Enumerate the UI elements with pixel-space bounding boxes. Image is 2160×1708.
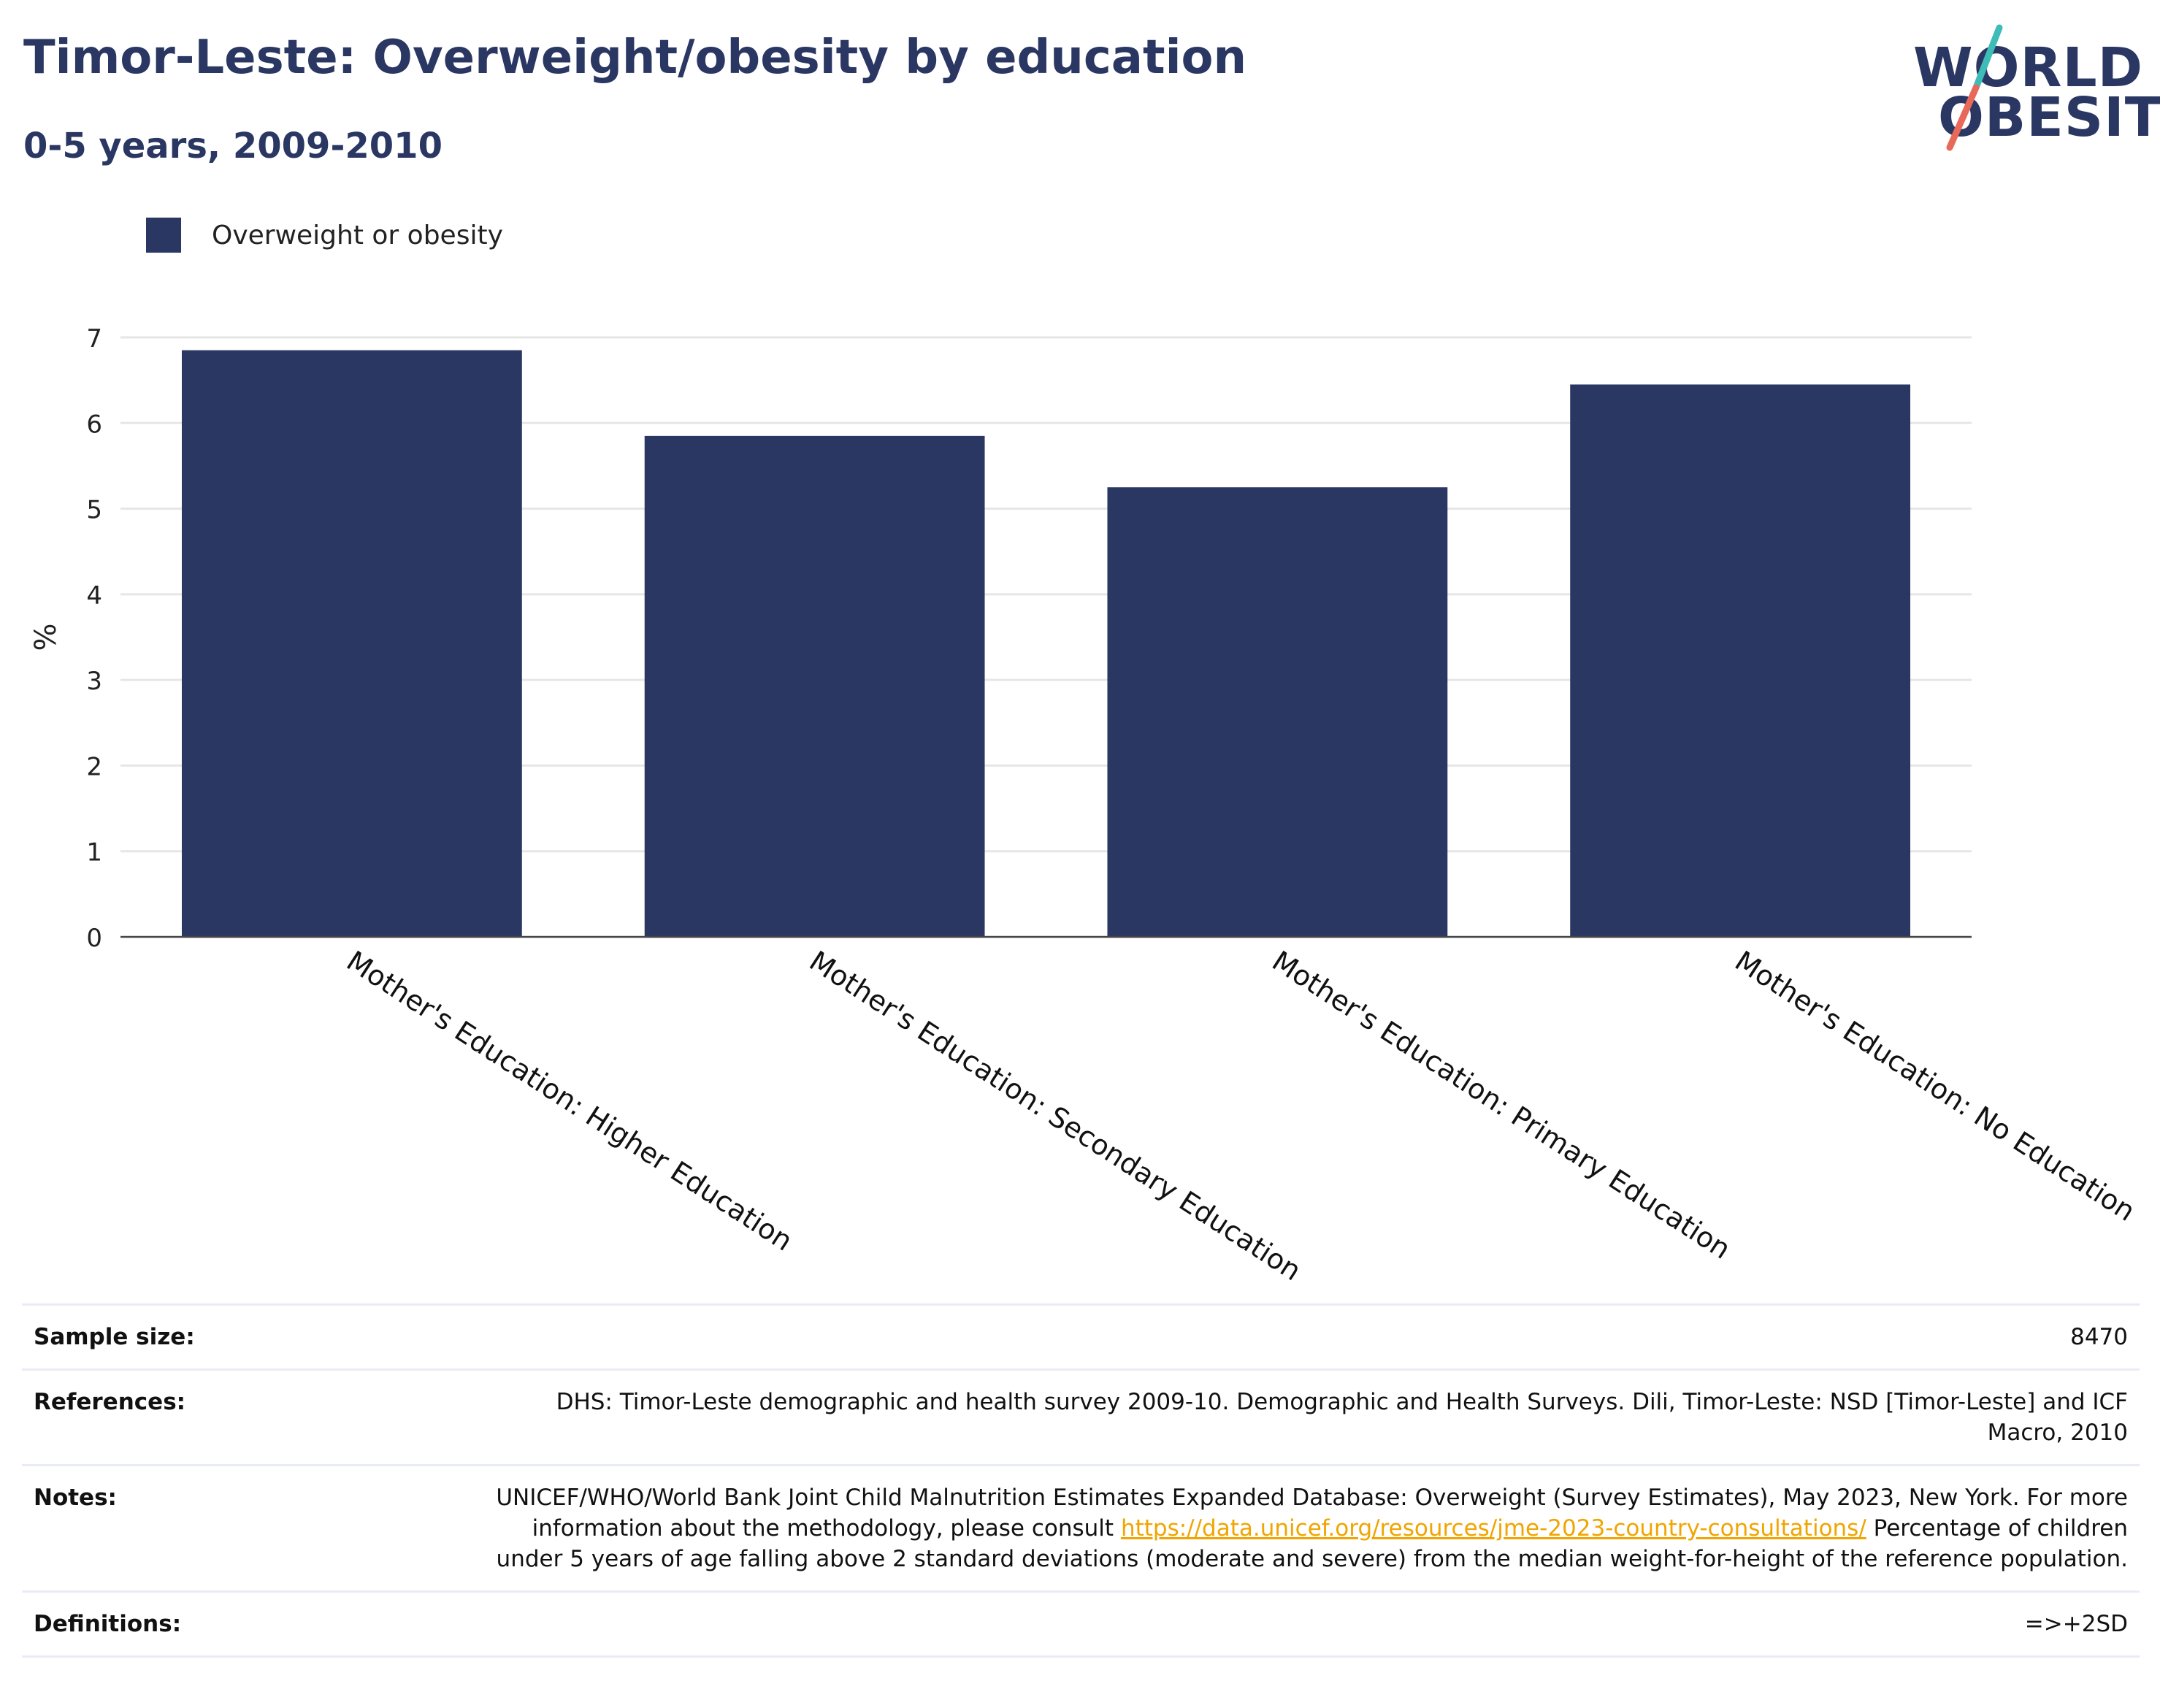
notes-text-after: Percentage of children under 5 years of … xyxy=(496,1515,2128,1572)
notes-value: UNICEF/WHO/World Bank Joint Child Malnut… xyxy=(478,1482,2128,1574)
y-tick-label: 5 xyxy=(86,496,102,525)
chart-subtitle: 0-5 years, 2009-2010 xyxy=(23,126,443,166)
y-tick-label: 6 xyxy=(86,410,102,439)
definitions-row: Definitions: =>+2SD xyxy=(22,1590,2140,1658)
methodology-link[interactable]: https://data.unicef.org/resources/jme-20… xyxy=(1120,1515,1866,1542)
y-tick-label: 0 xyxy=(86,924,102,953)
y-tick-label: 1 xyxy=(86,838,102,868)
y-tick-label: 4 xyxy=(86,581,102,610)
sample-size-label: Sample size: xyxy=(34,1324,195,1350)
bar xyxy=(644,435,985,937)
legend-label: Overweight or obesity xyxy=(212,221,503,250)
x-tick-label: Mother's Education: No Education xyxy=(1729,945,2141,1228)
x-tick-label: Mother's Education: Primary Education xyxy=(1266,945,1736,1265)
legend-swatch xyxy=(146,218,181,253)
references-value: DHS: Timor-Leste demographic and health … xyxy=(556,1389,2128,1446)
y-axis-label: % xyxy=(29,623,63,651)
bar xyxy=(181,350,522,937)
sample-size-value: 8470 xyxy=(2070,1324,2128,1350)
world-obesity-logo: WORLD OBESITY xyxy=(1906,22,2160,153)
notes-label: Notes: xyxy=(34,1485,117,1511)
y-tick-label: 7 xyxy=(86,324,102,353)
bar xyxy=(1107,487,1448,937)
bar-chart: 0 1 2 3 4 5 6 7% Mother's Education: Higher Educ… xyxy=(29,324,2141,1285)
definitions-label: Definitions: xyxy=(34,1611,182,1637)
notes-row: Notes: UNICEF/WHO/World Bank Joint Child… xyxy=(22,1464,2140,1590)
logo-slash-icon xyxy=(1946,24,2003,151)
references-label: References: xyxy=(34,1389,186,1415)
sample-size-row: Sample size: 8470 xyxy=(22,1303,2140,1368)
x-tick-label: Mother's Education: Secondary Education xyxy=(804,945,1307,1285)
y-tick-label: 2 xyxy=(86,752,102,781)
x-tick-label: Mother's Education: Higher Education xyxy=(341,945,798,1257)
y-tick-label: 3 xyxy=(86,667,102,696)
details-table: Sample size: 8470 References: DHS: Timor… xyxy=(22,1303,2140,1658)
references-row: References: DHS: Timor-Leste demographic… xyxy=(22,1368,2140,1464)
bar xyxy=(1570,384,1911,937)
logo-text-line1: WORLD xyxy=(1913,37,2144,99)
chart-title: Timor-Leste: Overweight/obesity by educa… xyxy=(23,31,1247,85)
notes-text-before: UNICEF/WHO/World Bank Joint Child Malnut… xyxy=(496,1485,2128,1542)
definitions-value: =>+2SD xyxy=(2024,1611,2128,1637)
